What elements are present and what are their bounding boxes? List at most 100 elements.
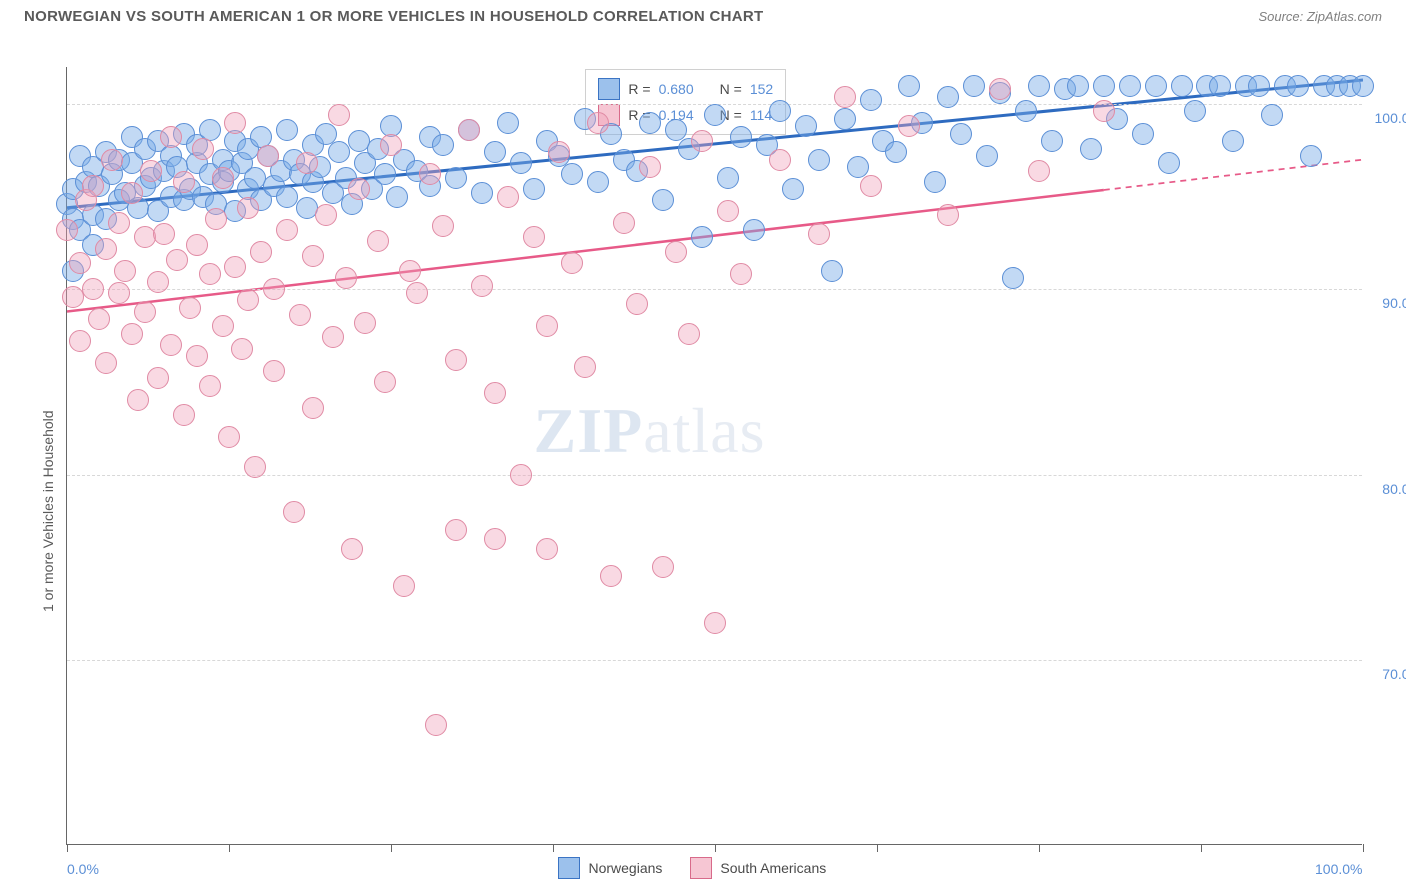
- x-tick: [553, 844, 554, 852]
- data-point: [691, 130, 713, 152]
- data-point: [160, 126, 182, 148]
- data-point: [937, 86, 959, 108]
- data-point: [218, 426, 240, 448]
- data-point: [1093, 100, 1115, 122]
- data-point: [114, 260, 136, 282]
- data-point: [335, 267, 357, 289]
- watermark-atlas: atlas: [643, 395, 765, 466]
- data-point: [186, 345, 208, 367]
- data-point: [399, 260, 421, 282]
- legend-item: Norwegians: [558, 857, 662, 879]
- data-point: [283, 501, 305, 523]
- series-legend: Norwegians South Americans: [558, 857, 826, 879]
- data-point: [432, 134, 454, 156]
- data-point: [1300, 145, 1322, 167]
- data-point: [263, 360, 285, 382]
- legend-item: South Americans: [690, 857, 826, 879]
- source-attribution: Source: ZipAtlas.com: [1258, 9, 1382, 24]
- x-tick: [715, 844, 716, 852]
- data-point: [730, 126, 752, 148]
- data-point: [587, 171, 609, 193]
- gridline: [67, 289, 1362, 290]
- data-point: [536, 538, 558, 560]
- data-point: [393, 575, 415, 597]
- data-point: [69, 330, 91, 352]
- data-point: [1222, 130, 1244, 152]
- data-point: [108, 282, 130, 304]
- data-point: [548, 141, 570, 163]
- data-point: [367, 230, 389, 252]
- data-point: [898, 75, 920, 97]
- data-point: [199, 375, 221, 397]
- data-point: [82, 278, 104, 300]
- data-point: [101, 149, 123, 171]
- x-tick: [1363, 844, 1364, 852]
- data-point: [121, 323, 143, 345]
- data-point: [821, 260, 843, 282]
- data-point: [231, 338, 253, 360]
- data-point: [406, 282, 428, 304]
- legend-label: Norwegians: [588, 860, 662, 876]
- data-point: [937, 204, 959, 226]
- data-point: [380, 134, 402, 156]
- legend-swatch: [598, 78, 620, 100]
- x-tick-label: 100.0%: [1315, 861, 1362, 877]
- data-point: [237, 197, 259, 219]
- data-point: [186, 234, 208, 256]
- data-point: [471, 275, 493, 297]
- data-point: [445, 349, 467, 371]
- data-point: [1093, 75, 1115, 97]
- data-point: [795, 115, 817, 137]
- data-point: [224, 112, 246, 134]
- data-point: [834, 108, 856, 130]
- data-point: [808, 149, 830, 171]
- data-point: [425, 714, 447, 736]
- data-point: [704, 612, 726, 634]
- data-point: [497, 186, 519, 208]
- data-point: [374, 371, 396, 393]
- data-point: [224, 256, 246, 278]
- data-point: [1352, 75, 1374, 97]
- data-point: [322, 326, 344, 348]
- watermark-zip: ZIP: [534, 395, 644, 466]
- data-point: [523, 226, 545, 248]
- data-point: [212, 167, 234, 189]
- x-tick: [1039, 844, 1040, 852]
- data-point: [341, 538, 363, 560]
- data-point: [1248, 75, 1270, 97]
- data-point: [458, 119, 480, 141]
- data-point: [769, 149, 791, 171]
- data-point: [678, 323, 700, 345]
- data-point: [497, 112, 519, 134]
- data-point: [1171, 75, 1193, 97]
- data-point: [484, 528, 506, 550]
- data-point: [989, 78, 1011, 100]
- data-point: [108, 212, 130, 234]
- data-point: [523, 178, 545, 200]
- x-tick: [67, 844, 68, 852]
- data-point: [121, 182, 143, 204]
- data-point: [1002, 267, 1024, 289]
- data-point: [276, 119, 298, 141]
- data-point: [769, 100, 791, 122]
- data-point: [82, 175, 104, 197]
- legend-label: South Americans: [720, 860, 826, 876]
- data-point: [808, 223, 830, 245]
- data-point: [665, 241, 687, 263]
- data-point: [1028, 75, 1050, 97]
- data-point: [860, 89, 882, 111]
- data-point: [963, 75, 985, 97]
- data-point: [419, 163, 441, 185]
- watermark: ZIPatlas: [534, 394, 766, 468]
- legend-swatch: [690, 857, 712, 879]
- data-point: [1158, 152, 1180, 174]
- data-point: [1261, 104, 1283, 126]
- data-point: [244, 456, 266, 478]
- data-point: [561, 163, 583, 185]
- data-point: [88, 308, 110, 330]
- data-point: [1015, 100, 1037, 122]
- data-point: [95, 352, 117, 374]
- plot-area: ZIPatlas R =0.680N =152R =0.194N =114 10…: [66, 67, 1362, 845]
- chart-header: NORWEGIAN VS SOUTH AMERICAN 1 OR MORE VE…: [0, 0, 1406, 29]
- chart-title: NORWEGIAN VS SOUTH AMERICAN 1 OR MORE VE…: [24, 8, 764, 25]
